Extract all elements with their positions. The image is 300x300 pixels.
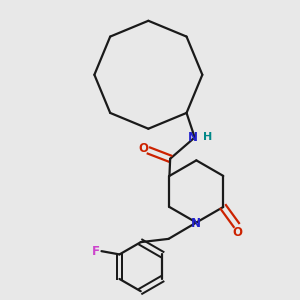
Text: N: N [188,131,198,144]
Text: N: N [191,217,201,230]
Text: F: F [92,244,100,258]
Text: H: H [202,133,212,142]
Text: O: O [232,226,242,239]
Text: O: O [138,142,148,155]
